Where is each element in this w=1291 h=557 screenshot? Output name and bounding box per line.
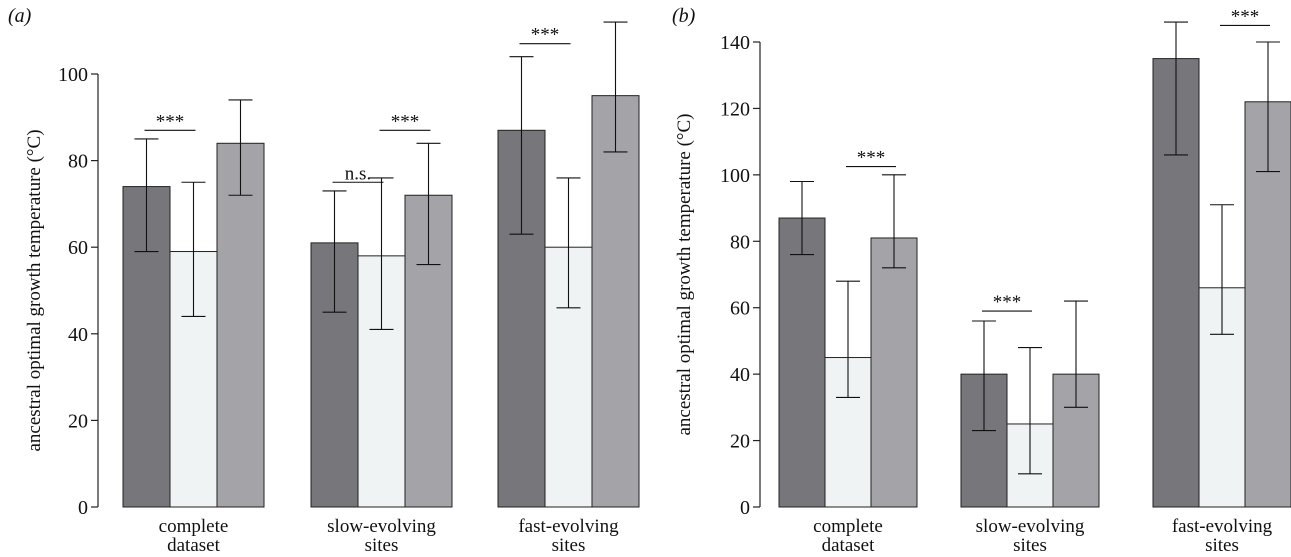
y-tick-label: 140 [720, 32, 750, 54]
y-tick-label: 40 [68, 324, 88, 346]
significance-label: *** [156, 111, 185, 132]
significance-label: *** [857, 148, 886, 169]
significance-label: *** [391, 111, 420, 132]
y-tick-label: 0 [78, 497, 88, 519]
x-category-label: fast-evolving sites [518, 516, 619, 556]
x-category-label: slow-evolving sites [327, 516, 436, 556]
error-bar [882, 174, 906, 269]
significance-label: *** [1231, 6, 1260, 27]
bar-group-1 [960, 300, 1100, 508]
y-tick-label: 20 [68, 410, 88, 432]
y-tick-label: 0 [740, 497, 750, 519]
significance-label: *** [993, 292, 1022, 313]
error-bar [556, 177, 581, 309]
significance-annotation: *** [519, 25, 571, 46]
bar [870, 237, 918, 508]
x-category-label: complete dataset [159, 516, 229, 556]
significance-annotation: *** [846, 148, 896, 169]
error-bar [1164, 21, 1188, 156]
y-tick-label: 80 [68, 151, 88, 173]
bar [310, 242, 359, 508]
y-tick-label: 80 [730, 231, 750, 253]
significance-label: n.s. [345, 163, 371, 184]
error-bar [790, 180, 814, 256]
y-tick-label: 100 [720, 165, 750, 187]
significance-annotation: *** [982, 292, 1032, 313]
bar-group-2 [1152, 21, 1291, 508]
bar [216, 142, 265, 508]
error-bar [972, 320, 996, 432]
error-bar [1018, 347, 1042, 475]
y-tick-label: 60 [68, 237, 88, 259]
bar-group-0 [122, 99, 265, 508]
bar-group-2 [497, 21, 640, 508]
significance-annotation: *** [379, 111, 431, 132]
bar-group-0 [778, 174, 918, 508]
bar [591, 95, 640, 508]
error-bar [134, 138, 159, 253]
x-category-label: slow-evolving sites [976, 516, 1085, 556]
y-axis-title: ancestral optimal growth temperature (°C… [674, 113, 695, 435]
panel-label: (a) [8, 5, 32, 27]
error-bar [509, 56, 534, 235]
error-bar [228, 99, 253, 196]
error-bar [1064, 300, 1088, 408]
x-category-label: complete dataset [813, 516, 883, 556]
significance-annotation: n.s. [332, 163, 384, 184]
significance-annotation: *** [1220, 6, 1270, 27]
y-tick-label: 120 [720, 98, 750, 120]
significance-label: *** [531, 25, 560, 46]
error-bar [836, 280, 860, 398]
error-bar [416, 142, 441, 266]
y-tick-label: 40 [730, 364, 750, 386]
y-tick-label: 20 [730, 431, 750, 453]
error-bar [322, 190, 347, 313]
error-bar [603, 21, 628, 153]
error-bar [1210, 204, 1234, 335]
y-axis-title: ancestral optimal growth temperature (°C… [24, 129, 45, 451]
error-bar [181, 181, 206, 318]
panel-label: (b) [672, 5, 696, 27]
panel-a: (a) 0 20 40 60 80 100 ancestral optimal growth … [8, 5, 640, 556]
error-bar [1256, 41, 1280, 173]
x-category-label: fast-evolving sites [1172, 516, 1273, 556]
significance-annotation: *** [144, 111, 196, 132]
bar-group-1 [310, 142, 453, 508]
y-tick-label: 100 [58, 64, 88, 86]
bar [778, 217, 826, 508]
y-tick-label: 60 [730, 298, 750, 320]
panel-b: (b) 0 20 40 60 80 100 120 140 ancestral optimal g… [672, 5, 1291, 556]
error-bar [369, 177, 394, 331]
